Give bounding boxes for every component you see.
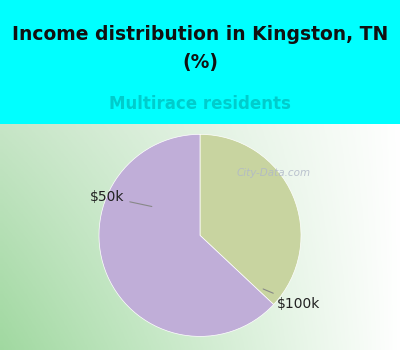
Text: Multirace residents: Multirace residents bbox=[109, 95, 291, 113]
Text: $100k: $100k bbox=[263, 289, 321, 311]
Wedge shape bbox=[200, 134, 301, 304]
Wedge shape bbox=[99, 134, 274, 336]
Text: (%): (%) bbox=[182, 52, 218, 72]
Text: $50k: $50k bbox=[90, 190, 152, 206]
Text: City-Data.com: City-Data.com bbox=[237, 168, 311, 178]
Text: Income distribution in Kingston, TN: Income distribution in Kingston, TN bbox=[12, 25, 388, 44]
